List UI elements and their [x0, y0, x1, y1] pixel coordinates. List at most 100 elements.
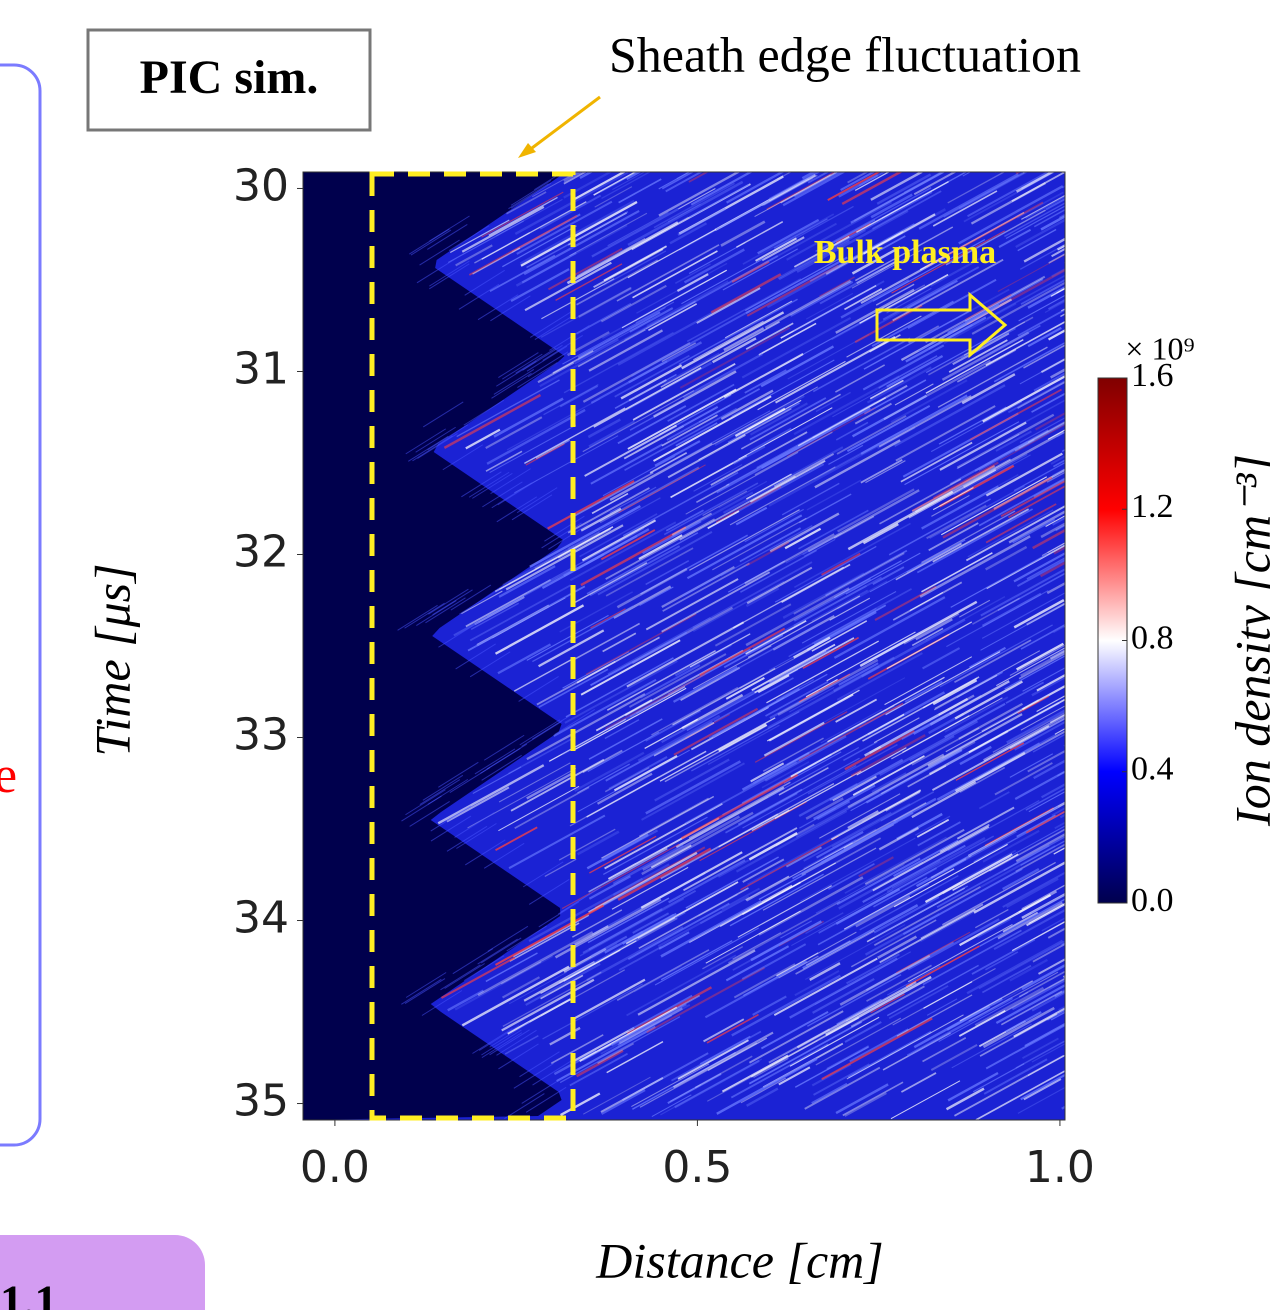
- texture-streak: [835, 698, 878, 723]
- texture-streak: [603, 816, 708, 875]
- texture-streak: [844, 1092, 887, 1117]
- texture-streak: [463, 955, 505, 982]
- texture-streak: [1032, 733, 1065, 753]
- texture-streak: [1005, 681, 1045, 704]
- texture-streak: [454, 954, 554, 1011]
- texture-streak: [862, 676, 980, 742]
- texture-streak: [673, 707, 759, 756]
- texture-streak: [1002, 871, 1065, 908]
- texture-streak: [1068, 235, 1103, 254]
- texture-streak: [468, 214, 578, 276]
- texture-streak: [689, 509, 800, 571]
- texture-streak: [947, 303, 1000, 335]
- texture-streak: [750, 762, 785, 783]
- texture-streak: [811, 588, 912, 645]
- texture-streak: [747, 595, 861, 658]
- texture-streak: [834, 560, 902, 599]
- texture-streak: [959, 766, 1006, 793]
- texture-streak: [797, 397, 887, 447]
- texture-streak: [417, 433, 458, 459]
- texture-streak: [1076, 284, 1127, 312]
- texture-streak: [683, 827, 798, 892]
- texture-streak: [726, 172, 785, 204]
- texture-streak: [835, 887, 901, 925]
- texture-streak: [736, 221, 784, 248]
- texture-streak: [600, 1077, 664, 1113]
- texture-streak: [734, 407, 786, 437]
- texture-streak: [720, 220, 766, 247]
- texture-streak: [718, 623, 820, 680]
- texture-streak: [1013, 1007, 1065, 1038]
- texture-streak: [632, 912, 670, 934]
- texture-streak: [965, 293, 1012, 321]
- texture-streak: [876, 426, 916, 449]
- texture-streak: [662, 562, 750, 612]
- texture-streak: [854, 402, 892, 425]
- texture-streak: [965, 505, 1065, 562]
- texture-streak: [836, 857, 921, 906]
- texture-streak: [465, 428, 501, 450]
- texture-streak: [606, 1041, 664, 1074]
- bottom-panel: [0, 1235, 205, 1310]
- texture-streak: [753, 1057, 789, 1079]
- texture-streak: [878, 826, 920, 851]
- texture-streak: [805, 797, 844, 820]
- texture-streak: [515, 223, 628, 287]
- texture-streak: [872, 235, 906, 255]
- texture-streak: [1011, 172, 1065, 203]
- texture-streak: [626, 986, 713, 1035]
- texture-streak: [824, 828, 877, 859]
- texture-streak: [784, 527, 822, 550]
- texture-streak: [952, 853, 1019, 892]
- texture-streak: [1027, 326, 1062, 348]
- texture-streak: [469, 651, 511, 678]
- texture-streak: [1038, 958, 1065, 975]
- texture-streak: [993, 468, 1065, 510]
- texture-streak: [683, 248, 745, 284]
- texture-streak: [851, 249, 923, 289]
- texture-streak: [588, 420, 635, 448]
- texture-streak: [843, 868, 955, 930]
- texture-streak: [427, 224, 468, 250]
- texture-streak: [1061, 1105, 1065, 1110]
- texture-streak: [827, 676, 945, 743]
- colorbar-tick-label: 0.4: [1131, 751, 1174, 788]
- texture-streak: [1075, 208, 1160, 255]
- texture-streak: [626, 621, 745, 688]
- texture-streak: [672, 665, 738, 703]
- texture-streak: [985, 545, 1028, 571]
- texture-streak: [749, 460, 826, 503]
- texture-streak: [1095, 138, 1207, 199]
- texture-streak: [658, 931, 690, 950]
- texture-streak: [493, 369, 535, 395]
- texture-streak: [973, 861, 1065, 914]
- texture-streak: [477, 938, 518, 965]
- texture-streak: [550, 1034, 604, 1065]
- texture-streak: [981, 592, 1065, 639]
- texture-streak: [894, 383, 934, 406]
- texture-streak: [632, 250, 718, 299]
- texture-streak: [1053, 625, 1065, 634]
- texture-streak: [755, 237, 798, 262]
- texture-streak: [918, 173, 1019, 230]
- texture-streak: [528, 877, 644, 943]
- x-tick-label: 1.0: [1025, 1142, 1095, 1193]
- texture-streak: [675, 422, 718, 447]
- texture-streak: [1033, 372, 1065, 392]
- texture-streak: [969, 646, 1006, 669]
- texture-streak: [1009, 717, 1065, 750]
- texture-streak: [932, 679, 978, 706]
- texture-streak: [604, 802, 723, 870]
- texture-streak: [757, 674, 790, 694]
- texture-streak: [577, 763, 631, 794]
- texture-streak: [986, 544, 1065, 590]
- texture-streak: [850, 172, 946, 224]
- texture-streak: [958, 1009, 1006, 1037]
- texture-streak: [793, 576, 882, 627]
- texture-streak: [737, 885, 832, 938]
- texture-streak: [735, 809, 848, 873]
- texture-streak: [943, 302, 1017, 344]
- texture-streak: [489, 1021, 530, 1048]
- texture-streak: [809, 962, 841, 981]
- texture-streak: [911, 727, 980, 766]
